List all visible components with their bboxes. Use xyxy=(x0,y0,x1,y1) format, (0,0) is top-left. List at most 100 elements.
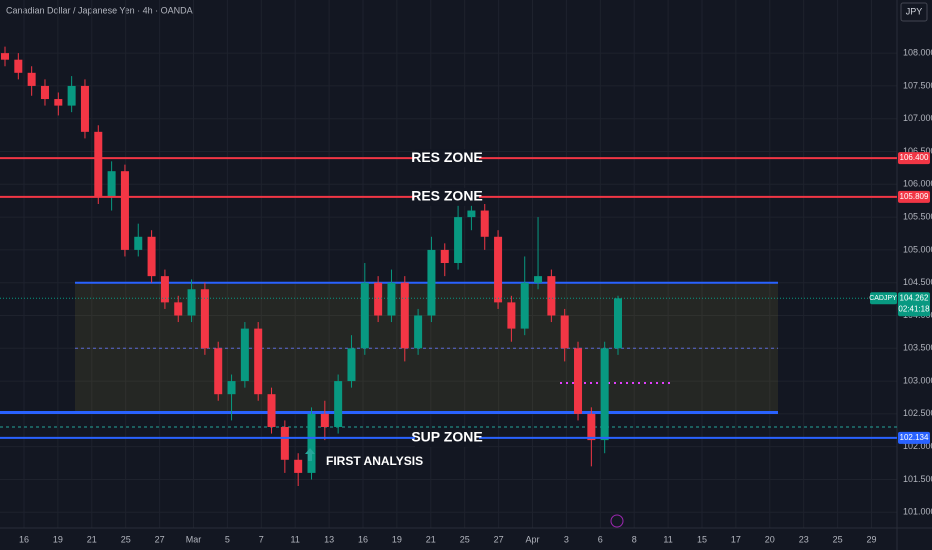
candle-body xyxy=(480,210,489,237)
candle-body xyxy=(214,348,223,395)
candle-body xyxy=(174,302,183,316)
price-badge-label: 106.400 xyxy=(900,153,929,162)
x-tick-label: 17 xyxy=(731,534,741,544)
x-tick-label: 16 xyxy=(19,534,29,544)
x-tick-label: 25 xyxy=(833,534,843,544)
candle-body xyxy=(54,99,63,106)
x-tick-label: 21 xyxy=(426,534,436,544)
zone-text: SUP ZONE xyxy=(411,429,482,445)
candle-body xyxy=(307,413,316,473)
y-tick-label: 101.000 xyxy=(903,507,932,517)
candle-body xyxy=(334,381,343,427)
x-tick-label: 19 xyxy=(53,534,63,544)
candle-body xyxy=(147,236,156,277)
x-tick-label: 23 xyxy=(799,534,809,544)
candle-body xyxy=(240,328,249,382)
candle-body xyxy=(14,59,23,73)
x-tick-label: Apr xyxy=(525,534,539,544)
candle-body xyxy=(454,217,463,264)
x-tick-label: 3 xyxy=(564,534,569,544)
x-tick-label: 7 xyxy=(259,534,264,544)
y-tick-label: 103.500 xyxy=(903,343,932,353)
y-tick-label: 104.500 xyxy=(903,277,932,287)
price-badge xyxy=(898,152,930,165)
x-tick-label: 13 xyxy=(324,534,334,544)
candle-body xyxy=(1,53,9,60)
price-badge-label: 102.134 xyxy=(900,433,929,442)
currency-button[interactable] xyxy=(900,2,928,22)
candle-body xyxy=(414,315,423,349)
zone-text-bg xyxy=(415,428,479,447)
candle-body xyxy=(27,72,36,86)
y-tick-label: 106.000 xyxy=(903,179,932,189)
x-tick-label: 15 xyxy=(697,534,707,544)
candle-body xyxy=(80,85,89,132)
candle-body xyxy=(67,85,76,106)
event-icon[interactable] xyxy=(610,514,624,528)
y-tick-label: 106.500 xyxy=(903,146,932,156)
candle-body xyxy=(400,282,409,349)
candle-body xyxy=(160,276,169,303)
price-badge xyxy=(898,431,930,444)
x-tick-label: 27 xyxy=(494,534,504,544)
price-badge xyxy=(898,190,930,203)
price-badge-label: 105.809 xyxy=(900,192,929,201)
candle-body xyxy=(360,282,369,349)
candle-body xyxy=(587,413,596,441)
arrow-icon xyxy=(305,448,315,461)
currency-button-label[interactable]: JPY xyxy=(906,6,923,16)
annotation: FIRST ANALYSIS xyxy=(326,454,423,468)
candle-body xyxy=(347,348,356,382)
candle-body xyxy=(574,348,583,414)
candle-body xyxy=(294,459,303,473)
candle-body xyxy=(134,236,143,250)
candle-body xyxy=(534,276,543,283)
candle-body xyxy=(280,426,289,460)
x-tick-label: 11 xyxy=(291,534,300,544)
candle-body xyxy=(600,348,609,441)
candle-body xyxy=(120,171,129,250)
y-tick-label: 107.000 xyxy=(903,113,932,123)
candle-body xyxy=(387,282,396,316)
y-tick-label: 107.500 xyxy=(903,80,932,90)
y-tick-label: 105.500 xyxy=(903,211,932,221)
x-tick-label: 20 xyxy=(765,534,775,544)
candle-body xyxy=(254,328,263,395)
candle-body xyxy=(200,289,209,349)
x-tick-label: 19 xyxy=(392,534,402,544)
x-tick-label: 25 xyxy=(460,534,470,544)
x-tick-label: 27 xyxy=(155,534,165,544)
y-tick-label: 102.000 xyxy=(903,441,932,451)
last-badge xyxy=(898,292,930,317)
candle-body xyxy=(507,302,516,329)
symbol-label: CADJPY xyxy=(869,295,897,302)
candle-body xyxy=(467,210,476,218)
zone-text: RES ZONE xyxy=(411,188,483,204)
candle-body xyxy=(560,315,569,349)
candle-body xyxy=(374,282,383,316)
candle-body xyxy=(267,394,276,427)
x-tick-label: 11 xyxy=(663,534,672,544)
candle-body xyxy=(94,131,103,198)
candle-body xyxy=(320,413,329,427)
x-tick-label: 5 xyxy=(225,534,230,544)
x-tick-label: 6 xyxy=(598,534,603,544)
candle-body xyxy=(427,249,436,316)
y-tick-label: 105.000 xyxy=(903,244,932,254)
candle-body xyxy=(614,298,622,349)
x-tick-label: 25 xyxy=(121,534,131,544)
candle-body xyxy=(40,85,49,100)
zone-text-bg xyxy=(415,149,479,168)
candle-body xyxy=(547,276,556,316)
candle-body xyxy=(107,171,116,198)
x-tick-label: 21 xyxy=(87,534,97,544)
symbol-badge xyxy=(870,292,897,305)
zone-text-bg xyxy=(415,187,479,206)
candle-body xyxy=(520,282,529,329)
x-tick-label: 8 xyxy=(632,534,637,544)
chart-title: Canadian Dollar / Japanese Yen · 4h · OA… xyxy=(6,5,193,15)
candle-body xyxy=(187,289,196,316)
range-zone xyxy=(75,282,778,413)
